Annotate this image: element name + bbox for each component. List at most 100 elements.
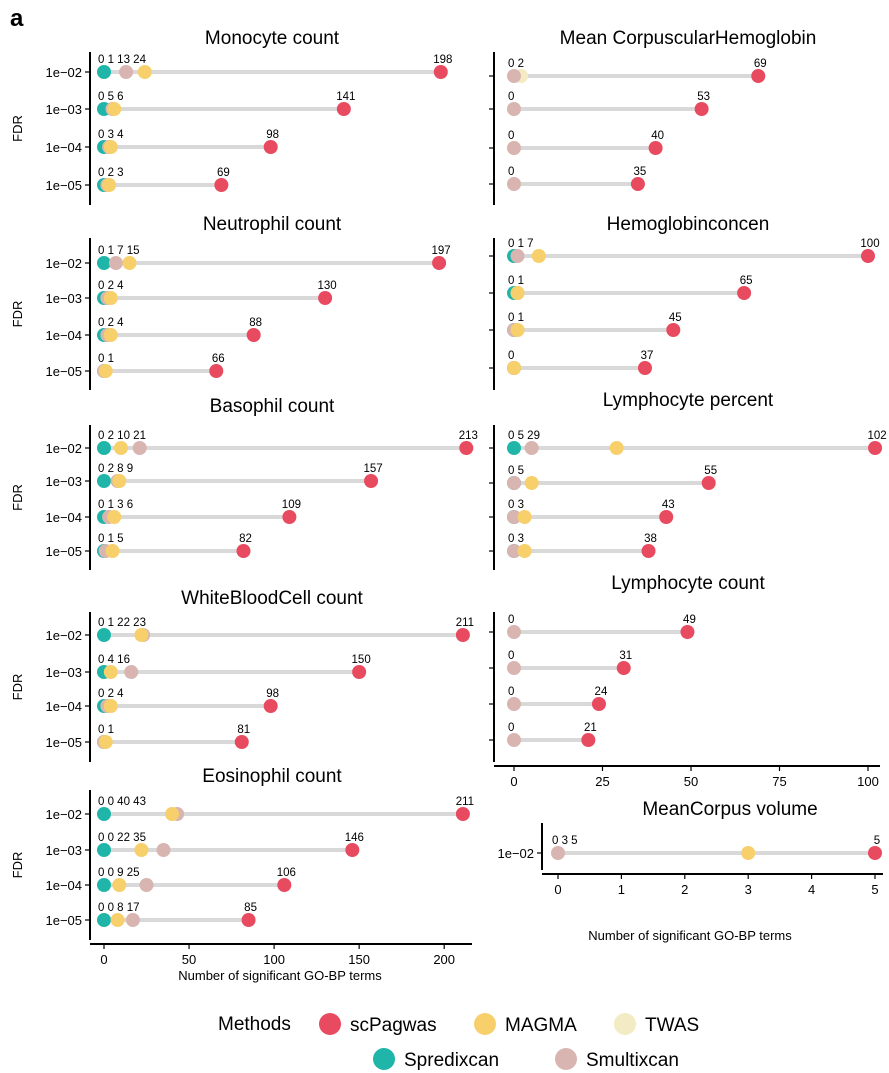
- point-smultixcan: Smultixcan: 17: [125, 913, 140, 927]
- value-label: 49: [683, 614, 696, 626]
- x-axis-title: Number of significant GO-BP terms: [588, 928, 792, 943]
- low-value-labels: 0 1 22 23: [98, 617, 146, 629]
- point-scpagwas: scPagwas: 100: [861, 249, 875, 263]
- x-tick-label: 4: [808, 882, 815, 897]
- point-scpagwas: scPagwas: 197: [432, 256, 447, 270]
- point-magma: MAGMA: 3: [517, 544, 532, 558]
- value-label: 35: [634, 166, 647, 178]
- point-magma: MAGMA: 4: [103, 291, 118, 305]
- point-scpagwas: scPagwas: 21: [581, 733, 596, 747]
- point-smultixcan: Smultixcan: 0: [507, 661, 521, 675]
- x-tick-label: 0: [510, 774, 517, 789]
- point-scpagwas: scPagwas: 65: [737, 286, 752, 300]
- panel-title: Monocyte count: [205, 28, 340, 49]
- point-scpagwas: scPagwas: 211: [455, 807, 470, 821]
- x-tick-label: 150: [348, 952, 370, 967]
- legend-swatch-twas: [614, 1013, 636, 1035]
- value-label: 150: [352, 654, 371, 666]
- value-label: 102: [867, 430, 886, 442]
- low-value-labels: 0: [508, 650, 514, 662]
- low-value-labels: 0 2 4: [98, 688, 124, 700]
- point-scpagwas: scPagwas: 157: [364, 474, 379, 488]
- panel-letter: a: [10, 5, 24, 32]
- point-smultixcan: Smultixcan: 25: [139, 878, 154, 892]
- point-scpagwas: scPagwas: 82: [236, 544, 251, 558]
- point-scpagwas: scPagwas: 37: [637, 361, 652, 375]
- point-magma: MAGMA: 1: [98, 364, 113, 378]
- value-label: 81: [237, 724, 250, 736]
- low-value-labels: 0 0 9 25: [98, 867, 140, 879]
- legend-label-scpagwas: scPagwas: [350, 1015, 437, 1036]
- panel-title: MeanCorpus volume: [642, 799, 817, 820]
- value-label: 21: [584, 722, 597, 734]
- y-tick-label: 1e−02: [497, 846, 534, 861]
- point-smultixcan: Smultixcan: 0: [507, 544, 521, 558]
- x-tick-label: 2: [681, 882, 688, 897]
- value-label: 69: [217, 167, 230, 179]
- value-label: 40: [651, 130, 664, 142]
- point-scpagwas: scPagwas: 24: [591, 697, 606, 711]
- point-scpagwas: scPagwas: 106: [277, 878, 292, 892]
- low-value-labels: 0 2 3: [98, 167, 124, 179]
- point-scpagwas: scPagwas: 38: [641, 544, 656, 558]
- panel-whitebloodcell-count: WhiteBloodCell count FDR 1e−02 Spredixcan: …: [10, 588, 474, 762]
- y-tick-label: 1e−04: [45, 699, 82, 714]
- point-magma: MAGMA: 4: [103, 665, 118, 679]
- point-smultixcan: Smultixcan: 0: [507, 733, 521, 747]
- value-label: 141: [336, 91, 355, 103]
- panel-meancorpus-volume: MeanCorpus volume 1e−02 Smultixcan: 0 MAGMA…: [497, 799, 883, 943]
- point-smultixcan: Smultixcan: 0: [507, 141, 521, 155]
- value-label: 43: [662, 499, 675, 511]
- value-label: 65: [740, 275, 753, 287]
- point-magma: MAGMA: 5: [524, 476, 539, 490]
- point-scpagwas: scPagwas: 146: [345, 843, 360, 857]
- value-label: 69: [754, 58, 767, 70]
- value-label: 85: [244, 902, 257, 914]
- point-smultixcan: Smultixcan: 13: [119, 65, 134, 79]
- x-tick-label: 50: [684, 774, 698, 789]
- point-magma: MAGMA: 3: [741, 846, 756, 860]
- point-magma: MAGMA: 1: [98, 735, 113, 749]
- point-magma: MAGMA: 22: [134, 628, 149, 642]
- point-scpagwas: scPagwas: 102: [868, 441, 883, 455]
- point-spredixcan: Spredixcan: 0: [97, 843, 111, 857]
- point-smultixcan: Smultixcan: 0: [507, 69, 521, 83]
- point-spredixcan: Spredixcan: 0: [97, 807, 111, 821]
- panel-title: Lymphocyte percent: [603, 390, 774, 411]
- point-smultixcan: Smultixcan: 0: [507, 476, 521, 490]
- point-spredixcan: Spredixcan: 0: [97, 878, 111, 892]
- point-smultixcan: Smultixcan: 0: [507, 177, 521, 191]
- point-smultixcan: Smultixcan: 1: [510, 249, 525, 263]
- panel-title: Eosinophil count: [202, 766, 342, 787]
- legend-label-spredixcan: Spredixcan: [404, 1050, 499, 1071]
- value-label: 38: [644, 533, 657, 545]
- point-scpagwas: scPagwas: 43: [659, 510, 674, 524]
- point-scpagwas: scPagwas: 88: [246, 328, 261, 342]
- low-value-labels: 0 1: [508, 312, 524, 324]
- low-value-labels: 0: [508, 350, 514, 362]
- point-scpagwas: scPagwas: 98: [263, 699, 278, 713]
- point-scpagwas: scPagwas: 198: [433, 65, 448, 79]
- value-label: 157: [363, 463, 382, 475]
- low-value-labels: 0 1 13 24: [98, 54, 147, 66]
- point-smultixcan: Smultixcan: 7: [108, 256, 123, 270]
- x-tick-label: 1: [618, 882, 625, 897]
- y-axis-title: FDR: [10, 484, 25, 511]
- x-axis-title: Number of significant GO-BP terms: [178, 968, 382, 983]
- low-value-labels: 0: [508, 614, 514, 626]
- y-tick-label: 1e−02: [45, 807, 82, 822]
- point-scpagwas: scPagwas: 141: [336, 102, 351, 116]
- y-axis-title: FDR: [10, 852, 25, 879]
- panel-title: Hemoglobinconcen: [607, 214, 770, 235]
- point-magma: MAGMA: 4: [103, 699, 118, 713]
- legend-swatch-spredixcan: [373, 1048, 395, 1070]
- point-scpagwas: scPagwas: 213: [459, 441, 474, 455]
- x-tick-label: 100: [857, 774, 879, 789]
- legend-title: Methods: [218, 1014, 291, 1035]
- panels: Monocyte count FDR 1e−02 Spredixcan: 0 Smult…: [10, 28, 887, 983]
- low-value-labels: 0 1 3 6: [98, 499, 133, 511]
- point-magma: MAGMA: 29: [609, 441, 624, 455]
- low-value-labels: 0 5: [508, 465, 524, 477]
- y-tick-label: 1e−03: [45, 843, 82, 858]
